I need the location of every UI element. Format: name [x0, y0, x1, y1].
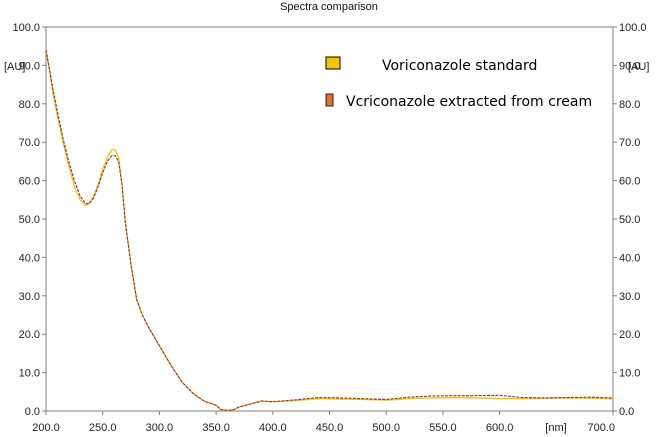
x-axis-label: [nm] — [545, 422, 566, 434]
y-tick-label-left: 40.0 — [19, 252, 40, 264]
y-tick-label-left: 70.0 — [19, 137, 40, 149]
y-tick-label-left: 80.0 — [19, 99, 40, 111]
y-tick-label-right: 0.0 — [619, 406, 634, 418]
x-tick-label: 350.0 — [202, 422, 230, 434]
series-layer — [45, 49, 614, 411]
x-tick-label: 500.0 — [372, 422, 400, 434]
y-tick-label-left: 90.0 — [19, 60, 40, 72]
y-tick-label-left: 50.0 — [19, 214, 40, 226]
y-axis-right: 0.0 10.0 20.0 30.0 40.0 50.0 60.0 70.0 80.0 90.0 1… — [613, 22, 647, 418]
y-axis-label-left: [AU] — [4, 61, 25, 73]
x-axis: 200.0 250.0 300.0 350.0 400.0 450.0 500.0 550.0… — [32, 411, 615, 434]
x-tick-label: 300.0 — [146, 422, 174, 434]
legend-swatch-extracted — [325, 93, 334, 107]
x-tick-label: 600.0 — [486, 422, 514, 434]
y-axis-label-right: [AU] — [628, 61, 649, 73]
x-tick-label: 450.0 — [316, 422, 344, 434]
y-tick-label-right: 40.0 — [619, 252, 640, 264]
legend-label-extracted: Vcriconazole extracted from cream — [346, 94, 592, 110]
x-tick-label: 400.0 — [259, 422, 287, 434]
y-tick-label-left: 30.0 — [19, 291, 40, 303]
y-tick-label-right: 90.0 — [619, 60, 640, 72]
y-axis-left: 0.0 10.0 20.0 30.0 40.0 50.0 60.0 70.0 80.0 90.0 1… — [12, 22, 46, 418]
y-tick-label-right: 10.0 — [619, 368, 640, 380]
x-tick-label: 200.0 — [32, 422, 60, 434]
plot-frame — [45, 26, 614, 412]
series-line-extracted — [45, 49, 614, 411]
y-tick-label-left: 10.0 — [19, 368, 40, 380]
x-tick-label: 550.0 — [429, 422, 457, 434]
y-tick-label-left: 0.0 — [25, 406, 40, 418]
y-tick-label-right: 100.0 — [619, 22, 647, 34]
y-tick-label-right: 80.0 — [619, 99, 640, 111]
x-tick-label: 700.0 — [587, 422, 615, 434]
y-tick-label-left: 20.0 — [19, 329, 40, 341]
y-tick-label-right: 30.0 — [619, 291, 640, 303]
legend-swatch-standard — [325, 56, 341, 70]
legend: Voriconazole standard Vcriconazole extra… — [325, 56, 592, 110]
chart-title: Spectra comparison — [280, 1, 378, 13]
y-tick-label-right: 50.0 — [619, 214, 640, 226]
y-tick-label-right: 70.0 — [619, 137, 640, 149]
y-tick-label-left: 60.0 — [19, 176, 40, 188]
y-tick-label-right: 20.0 — [619, 329, 640, 341]
y-tick-label-left: 100.0 — [12, 22, 40, 34]
legend-label-standard: Voriconazole standard — [382, 58, 537, 74]
y-tick-label-right: 60.0 — [619, 176, 640, 188]
x-tick-label: 250.0 — [89, 422, 117, 434]
